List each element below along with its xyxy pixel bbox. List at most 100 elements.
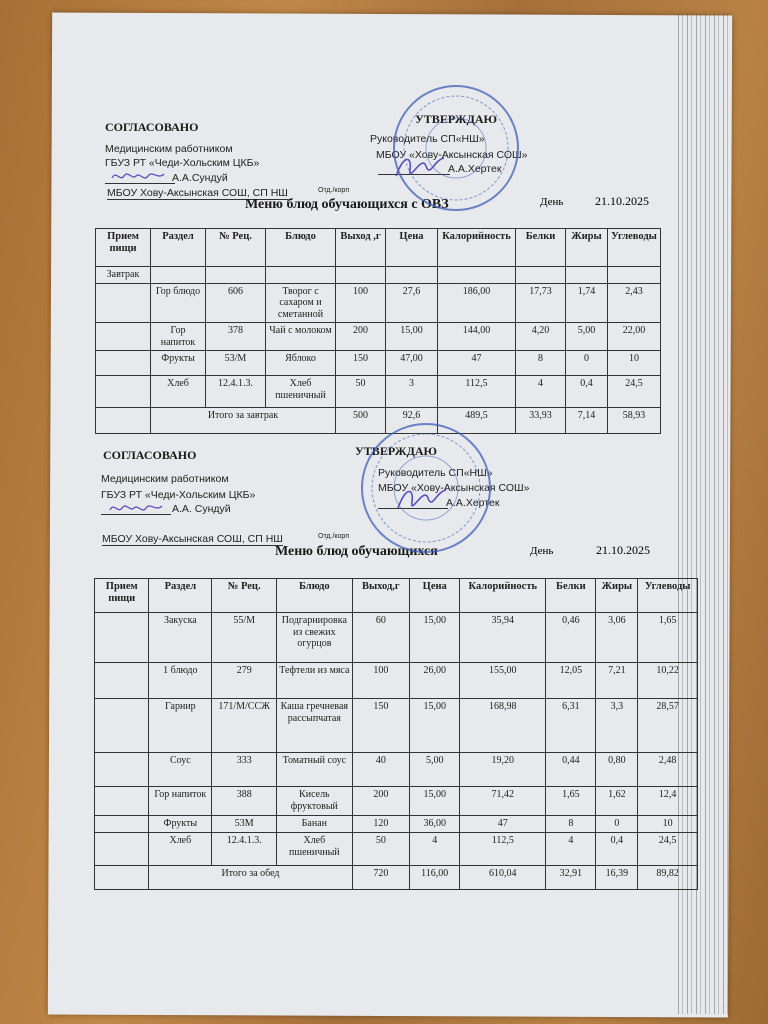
cell-dish: Творог с сахаром и сметанной: [265, 282, 336, 323]
cell-yield: 150: [351, 698, 411, 753]
signature-line: [105, 172, 175, 184]
total-label: Итого за завтрак: [150, 407, 336, 434]
cell-price: 15,00: [409, 612, 461, 663]
cell-yield: 100: [335, 282, 386, 323]
cell-dish: Банан: [276, 815, 353, 833]
col-meal: Прием пищи: [95, 228, 151, 267]
cell-meal: [93, 752, 150, 787]
table-row: 1 блюдо 279 Тефтели из мяса 100 26,00 155,00 1…: [93, 662, 698, 699]
cell-dish: Хлеб пшеничный: [276, 832, 353, 866]
col-protein: Белки: [545, 578, 597, 613]
header-row: Прием пищи Раздел № Рец. Блюдо Выход ,г …: [95, 228, 661, 267]
cell-price: 15,00: [409, 698, 461, 753]
cell-fat: 0,80: [595, 752, 639, 787]
cell-fat: 0: [565, 350, 608, 376]
cell-dish: Кисель фруктовый: [276, 786, 353, 816]
cell-calories: 112,5: [459, 832, 547, 866]
cell-calories: 186,00: [437, 282, 516, 323]
cell-protein: 4,20: [515, 322, 566, 351]
table-row: Фрукты 53/М Яблоко 150 47,00 47 8 0 10: [95, 350, 661, 376]
cell-carbs: 2,43: [607, 282, 661, 323]
col-recipe: № Рец.: [205, 228, 266, 267]
cell-dish: Томатный соус: [276, 752, 353, 787]
cell-fat: 7,21: [595, 662, 639, 699]
cell-price: 15,00: [385, 322, 438, 351]
col-fat: Жиры: [595, 578, 639, 613]
cell-meal: [95, 282, 151, 323]
cell-price: 3: [385, 375, 438, 408]
cell-dish: Подгарнировка из свежих огурцов: [276, 612, 353, 663]
cell-price: 26,00: [409, 662, 461, 699]
total-price: 116,00: [409, 865, 461, 890]
cell-price: 4: [409, 832, 461, 866]
cell-section: Гор блюдо: [150, 282, 206, 323]
cell-fat: 0: [595, 815, 639, 833]
col-fat: Жиры: [565, 228, 608, 267]
table-row: Соус 333 Томатный соус 40 5,00 19,20 0,44 0,80 2…: [93, 752, 698, 787]
dept-label: Отд./корп: [318, 533, 350, 540]
approve-label: УТВЕРЖДАЮ: [415, 112, 498, 126]
cell-meal: [93, 832, 150, 866]
cell-price: 27,6: [385, 282, 438, 323]
col-price: Цена: [409, 578, 461, 613]
cell-dish: Тефтели из мяса: [276, 662, 353, 699]
med-worker-line1: Медицинским работником: [101, 473, 229, 485]
cell-meal: [95, 350, 151, 376]
head-line2: МБОУ «Хову-Аксынская СОШ»: [378, 482, 530, 494]
cell-carbs: 1,65: [637, 612, 698, 663]
col-price: Цена: [385, 228, 438, 267]
head-line1: Руководитель СП«НШ»: [378, 467, 493, 479]
cell-fat: 5,00: [565, 322, 608, 351]
head-signer: А.А.Хертек: [446, 497, 500, 509]
round-stamp-icon: [361, 423, 491, 553]
cell-price: 15,00: [409, 786, 461, 816]
med-signer: А.А. Сундуй: [172, 503, 231, 515]
table-row: Хлеб 12.4.1.3. Хлеб пшеничный 50 3 112,5 4 0,4 2…: [95, 375, 661, 408]
cell-section: Гор напиток: [150, 322, 206, 351]
cell-carbs: 24,5: [607, 375, 661, 408]
cell-yield: 150: [335, 350, 386, 376]
cell-protein: 17,73: [515, 282, 566, 323]
med-signer: А.А.Сундуй: [172, 172, 228, 184]
cell-protein: 6,31: [545, 698, 597, 753]
cell-calories: 47: [437, 350, 516, 376]
total-protein: 32,91: [545, 865, 597, 890]
cell-protein: 4: [515, 375, 566, 408]
cell-carbs: 2,48: [637, 752, 698, 787]
col-meal: Прием пищи: [93, 578, 150, 613]
cell-price: 47,00: [385, 350, 438, 376]
cell-section: Хлеб: [148, 832, 213, 866]
total-yield: 500: [335, 407, 386, 434]
total-carbs: 58,93: [607, 407, 661, 434]
col-section: Раздел: [150, 228, 206, 267]
cell-section: 1 блюдо: [148, 662, 213, 699]
cell-recipe: 55/М: [211, 612, 278, 663]
col-protein: Белки: [515, 228, 566, 267]
round-stamp-icon: [393, 85, 519, 211]
cell-recipe: 333: [211, 752, 278, 787]
cell-meal: [93, 786, 150, 816]
med-worker-line1: Медицинским работником: [105, 143, 233, 155]
total-protein: 33,93: [515, 407, 566, 434]
total-fat: 16,39: [595, 865, 639, 890]
col-section: Раздел: [148, 578, 213, 613]
menu-title: Меню блюд обучающихся: [275, 544, 438, 559]
meal-name: Завтрак: [95, 266, 151, 284]
cell-meal: [95, 375, 151, 408]
cell-section: Закуска: [148, 612, 213, 663]
total-row: Итого за обед 720 116,00 610,04 32,91 16…: [93, 865, 698, 890]
signature-icon: [395, 157, 445, 177]
col-carbs: Углеводы: [637, 578, 698, 613]
cell-yield: 200: [335, 322, 386, 351]
menu-date: 21.10.2025: [595, 194, 649, 208]
cell-carbs: 10: [637, 815, 698, 833]
agreed-label: СОГЛАСОВАНО: [103, 448, 197, 462]
cell-fat: 1,74: [565, 282, 608, 323]
day-label: День: [530, 545, 554, 557]
total-fat: 7,14: [565, 407, 608, 434]
cell-recipe: 171/М/ССЖ: [211, 698, 278, 753]
day-label: День: [540, 196, 564, 208]
table-row: Гор напиток 388 Кисель фруктовый 200 15,00 71…: [93, 786, 698, 816]
signature-line: [101, 503, 171, 515]
col-carbs: Углеводы: [607, 228, 661, 267]
